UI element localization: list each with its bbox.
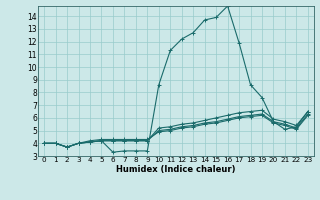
X-axis label: Humidex (Indice chaleur): Humidex (Indice chaleur)	[116, 165, 236, 174]
